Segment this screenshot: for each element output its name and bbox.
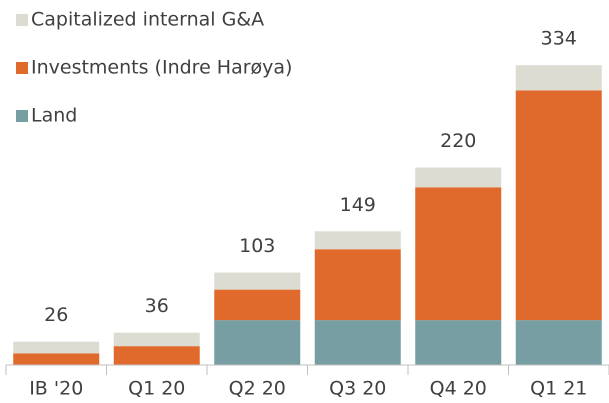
bar-segment [415, 320, 502, 365]
bar-segment [515, 320, 602, 365]
x-tick-label: IB '20 [29, 378, 83, 400]
bar-segment [214, 272, 301, 290]
total-label: 149 [340, 194, 376, 216]
x-tick-label: Q2 20 [229, 378, 286, 400]
legend-label: Land [31, 105, 77, 127]
total-label: 36 [145, 295, 169, 317]
legend-swatch [16, 62, 28, 74]
legend-swatch [16, 14, 28, 26]
bar-segment [13, 353, 100, 365]
bar-segment [515, 90, 602, 321]
x-tick-label: Q1 20 [128, 378, 185, 400]
bar-segment [214, 320, 301, 365]
bar-segment [415, 187, 502, 321]
x-tick-label: Q1 21 [530, 378, 587, 400]
legend-label: Capitalized internal G&A [31, 9, 264, 31]
bar-segment [314, 249, 401, 321]
bar-segment [314, 320, 401, 365]
bar-segment [314, 231, 401, 250]
total-label: 334 [541, 28, 577, 50]
bar-segment [113, 332, 200, 347]
legend-label: Investments (Indre Harøya) [31, 57, 292, 79]
x-tick-label: Q4 20 [430, 378, 487, 400]
total-label: 220 [440, 130, 476, 152]
bar-segment [415, 167, 502, 188]
bar-segment [113, 346, 200, 365]
bar-segment [515, 65, 602, 91]
x-tick-label: Q3 20 [329, 378, 386, 400]
total-label: 103 [239, 235, 275, 257]
legend-swatch [16, 110, 28, 122]
total-label: 26 [44, 304, 68, 326]
bar-segment [214, 289, 301, 321]
bar-segment [13, 341, 100, 354]
